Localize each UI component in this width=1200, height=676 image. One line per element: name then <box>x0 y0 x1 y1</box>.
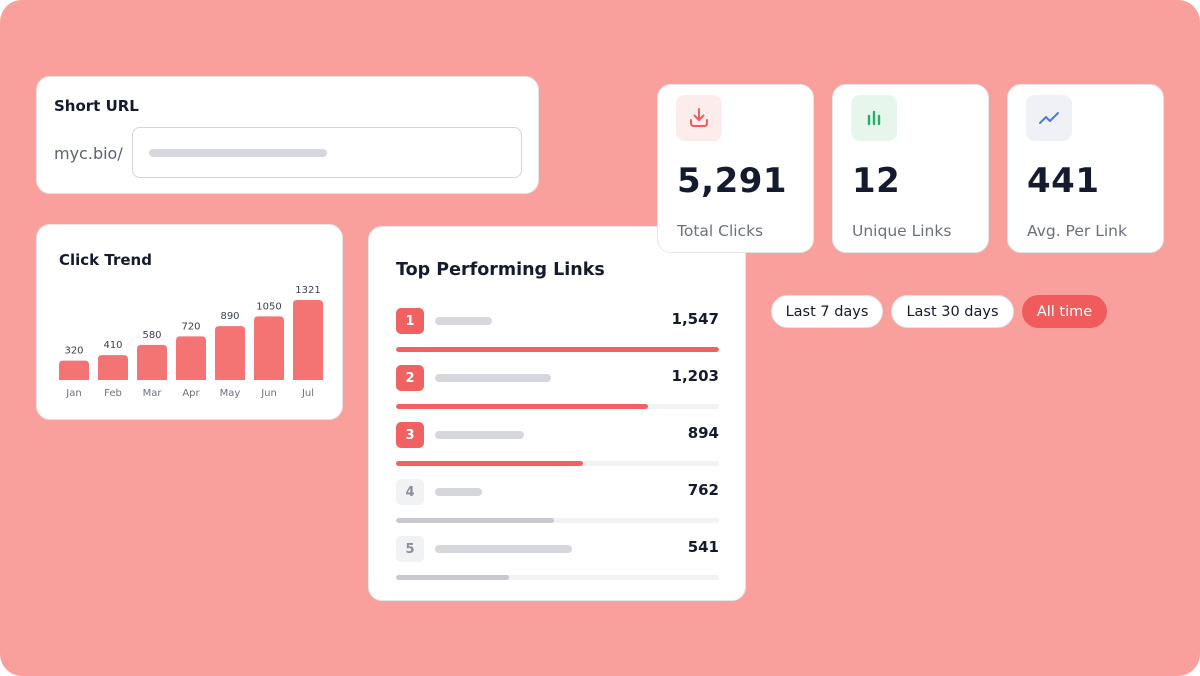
bar-value-label: 1050 <box>256 301 281 312</box>
bar-value-label: 890 <box>220 311 239 322</box>
bar-feb <box>98 355 128 380</box>
rank-badge: 5 <box>396 536 424 562</box>
link-clicks: 1,203 <box>671 367 719 385</box>
bar-value-label: 580 <box>142 330 161 341</box>
link-progress-track <box>396 404 719 409</box>
link-progress-fill <box>396 347 719 352</box>
rank-badge: 3 <box>396 422 424 448</box>
bar-value-label: 1321 <box>295 285 320 296</box>
short-url-card: Short URL myc.bio/ <box>36 76 539 194</box>
bar-jun <box>254 316 284 380</box>
rank-badge: 4 <box>396 479 424 505</box>
short-url-placeholder <box>149 149 327 157</box>
link-progress-fill <box>396 461 584 466</box>
top-link-row[interactable]: 4 762 <box>396 479 719 524</box>
link-clicks: 762 <box>687 481 719 499</box>
short-url-prefix: myc.bio/ <box>54 144 123 163</box>
bar-jul <box>293 300 323 380</box>
x-tick-label: Feb <box>104 388 122 399</box>
bar-chart-icon <box>851 95 897 141</box>
x-tick-label: Jun <box>260 388 277 399</box>
link-placeholder <box>435 431 524 439</box>
download-icon <box>676 95 722 141</box>
link-clicks: 541 <box>687 538 719 556</box>
link-progress-fill <box>396 404 648 409</box>
link-placeholder <box>435 374 551 382</box>
click-trend-card: Click Trend 320 Jan 410 Feb 580 Mar 720 Apr 890 M… <box>36 224 343 420</box>
x-tick-label: Mar <box>143 388 163 399</box>
top-link-row[interactable]: 5 541 <box>396 536 719 581</box>
short-url-input[interactable] <box>132 127 522 178</box>
top-links-card: Top Performing Links 1 1,547 2 1,203 3 8… <box>368 226 746 601</box>
link-progress-fill <box>396 518 555 523</box>
bar-value-label: 410 <box>103 340 122 351</box>
bar-jan <box>59 360 89 380</box>
stat-value: 12 <box>852 161 901 201</box>
link-progress-fill <box>396 575 510 580</box>
filter-all-time[interactable]: All time <box>1022 295 1107 328</box>
stat-card-unique-links: 12 Unique Links <box>832 84 989 253</box>
link-placeholder <box>435 545 572 553</box>
bar-value-label: 720 <box>181 321 200 332</box>
x-tick-label: Apr <box>182 388 200 399</box>
stat-card-avg-per-link: 441 Avg. Per Link <box>1007 84 1164 253</box>
top-link-row[interactable]: 3 894 <box>396 422 719 467</box>
link-placeholder <box>435 488 482 496</box>
x-tick-label: May <box>220 388 241 399</box>
link-progress-track <box>396 461 719 466</box>
stat-label: Total Clicks <box>677 222 764 240</box>
stat-value: 441 <box>1027 161 1100 201</box>
bar-apr <box>176 336 206 380</box>
link-placeholder <box>435 317 492 325</box>
short-url-title: Short URL <box>54 97 139 115</box>
rank-badge: 1 <box>396 308 424 334</box>
link-progress-track <box>396 575 719 580</box>
x-tick-label: Jan <box>65 388 81 399</box>
x-tick-label: Jul <box>301 388 314 399</box>
stat-card-total-clicks: 5,291 Total Clicks <box>657 84 814 253</box>
trend-up-icon <box>1026 95 1072 141</box>
top-link-row[interactable]: 1 1,547 <box>396 308 719 353</box>
rank-badge: 2 <box>396 365 424 391</box>
top-links-title: Top Performing Links <box>396 260 605 280</box>
filter-last-30-days[interactable]: Last 30 days <box>891 295 1014 328</box>
top-link-row[interactable]: 2 1,203 <box>396 365 719 410</box>
bar-value-label: 320 <box>64 346 83 357</box>
stat-label: Avg. Per Link <box>1027 222 1127 240</box>
click-trend-chart: 320 Jan 410 Feb 580 Mar 720 Apr 890 May 1050 Jun 132… <box>59 285 323 399</box>
bar-may <box>215 326 245 380</box>
click-trend-title: Click Trend <box>59 251 152 269</box>
link-clicks: 894 <box>687 424 719 442</box>
stat-value: 5,291 <box>677 161 788 201</box>
filter-last-7-days[interactable]: Last 7 days <box>771 295 883 328</box>
link-progress-track <box>396 518 719 523</box>
stat-label: Unique Links <box>852 222 952 240</box>
bar-mar <box>137 344 167 380</box>
link-progress-track <box>396 347 719 352</box>
link-clicks: 1,547 <box>671 310 719 328</box>
